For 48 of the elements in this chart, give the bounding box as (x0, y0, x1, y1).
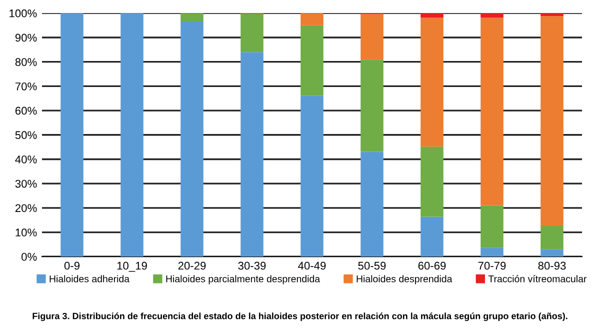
y-tick-label: 50% (15, 131, 37, 140)
y-tick-label: 90% (15, 34, 37, 42)
y-tick-label: 100% (10, 9, 37, 18)
bar (300, 13, 324, 26)
bar (420, 18, 444, 147)
bar (240, 14, 264, 52)
x-tick-label: 10_19 (117, 262, 147, 272)
legend-label: Hialoides adherida (50, 275, 130, 282)
bar (300, 96, 324, 257)
bar (540, 249, 564, 257)
y-tick-label: 70% (15, 82, 37, 90)
legend-label: Hialoides parcialmente desprendida (166, 275, 320, 284)
bar (120, 13, 144, 257)
x-tick-label: 50-59 (358, 262, 386, 270)
x-tick-label: 30-39 (238, 262, 266, 270)
y-tick-label: 80% (15, 58, 37, 66)
bar (360, 152, 384, 257)
bar (300, 25, 324, 96)
bar (480, 18, 504, 206)
bar (180, 13, 204, 22)
bar (540, 16, 564, 226)
bar (420, 13, 444, 18)
text: Figura 3. Distribución de frecuencia del estado de la hialoides posterior en relación con la mácula según grupo etario (años). (32, 312, 568, 322)
legend-label: Hialoides desprendida (356, 275, 452, 284)
bar (480, 13, 504, 18)
bar (360, 14, 384, 60)
bar (420, 216, 444, 257)
y-tick-label: 60% (15, 106, 37, 115)
y-tick-label: 40% (15, 156, 37, 164)
bar (480, 248, 504, 257)
bar (420, 146, 444, 217)
y-tick-label: 0% (22, 252, 37, 261)
bar (180, 21, 204, 257)
bar (360, 60, 384, 152)
y-tick-label: 30% (15, 180, 37, 188)
bar (240, 52, 264, 257)
x-tick-label: 20-29 (178, 262, 206, 270)
x-tick-label: 70-79 (478, 262, 506, 270)
x-tick-label: 60-69 (418, 262, 446, 270)
x-tick-label: 80-93 (538, 262, 566, 270)
x-tick-label: 0-9 (64, 262, 80, 270)
y-tick-label: 20% (15, 204, 37, 212)
bar (540, 226, 564, 250)
x-tick-label: 40-49 (298, 262, 326, 270)
y-tick-label: 10% (16, 228, 37, 236)
bar (480, 205, 504, 248)
legend-label: Tracción vítreomacular (488, 275, 587, 282)
bar (60, 13, 84, 257)
